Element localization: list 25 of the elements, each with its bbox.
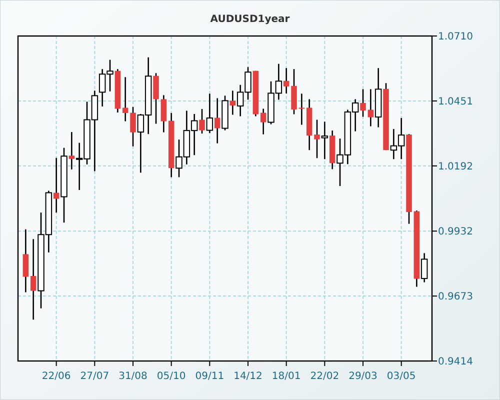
candlestick bbox=[122, 76, 128, 122]
x-tick-label: 14/12 bbox=[234, 371, 262, 382]
x-tick-label: 09/11 bbox=[195, 371, 224, 382]
x-tick-label: 03/05 bbox=[386, 371, 416, 382]
x-tick-label: 22/06 bbox=[42, 371, 71, 382]
x-tick-label: 18/01 bbox=[272, 371, 301, 382]
y-tick-label: 1.0451 bbox=[438, 96, 473, 108]
x-tick-label: 27/07 bbox=[80, 371, 110, 382]
candlestick bbox=[291, 68, 297, 115]
x-tick-label: 22/02 bbox=[310, 371, 340, 382]
x-tick-label: 29/03 bbox=[348, 371, 378, 382]
candlestick bbox=[22, 228, 29, 293]
y-tick-label: 1.0192 bbox=[438, 161, 473, 172]
candlestick bbox=[321, 121, 328, 160]
candlestick bbox=[206, 93, 214, 134]
chart-title: AUDUSD1year bbox=[210, 14, 290, 25]
y-tick-label: 1.0710 bbox=[438, 32, 473, 42]
candlestick bbox=[298, 93, 305, 126]
x-tick-label: 31/08 bbox=[118, 371, 148, 382]
x-tick-label: 05/10 bbox=[156, 371, 186, 382]
y-tick-label: 0.9414 bbox=[438, 356, 473, 368]
candlestick bbox=[420, 252, 428, 283]
candlestick bbox=[160, 94, 167, 133]
y-tick-label: 0.9932 bbox=[438, 226, 473, 238]
y-tick-label: 0.9673 bbox=[438, 292, 473, 303]
